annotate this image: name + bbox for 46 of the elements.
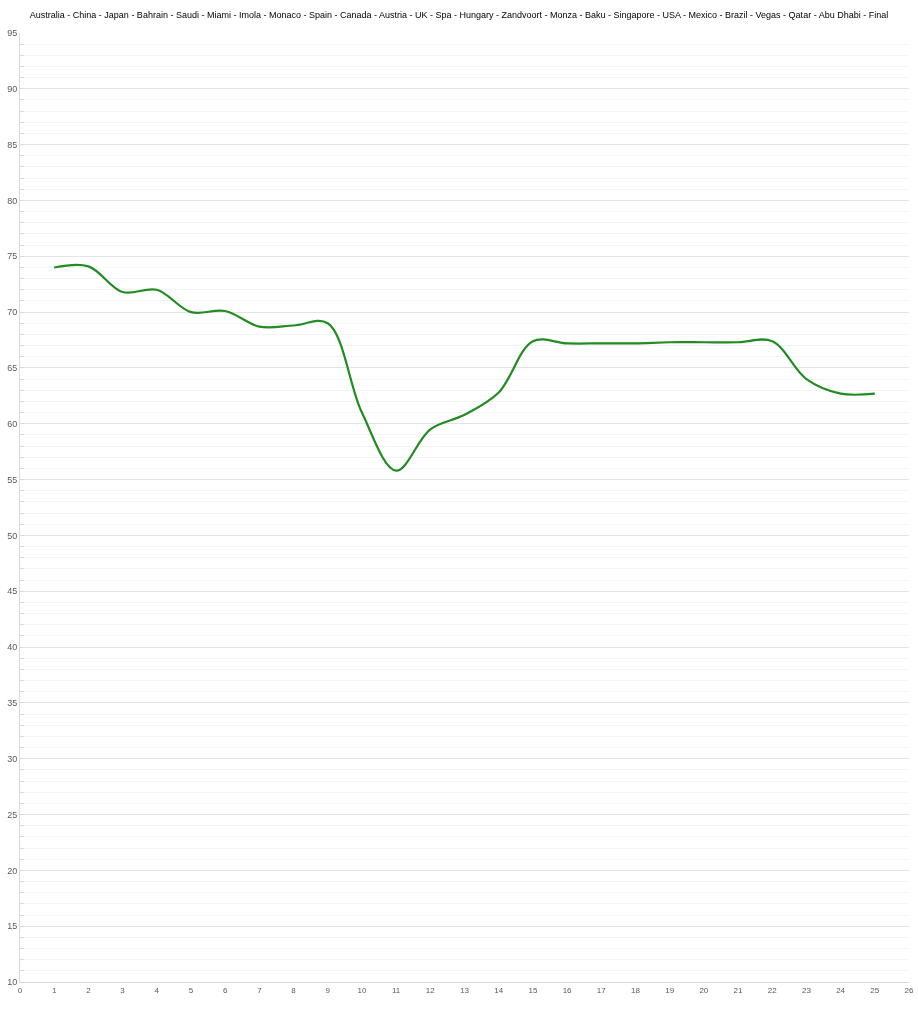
x-tick-label: 21 [733,985,744,995]
y-tick-label: 45 [7,586,18,597]
y-tick-label: 65 [7,363,18,374]
x-tick-label: 23 [801,985,812,995]
y-tick-label: 25 [7,809,18,820]
x-tick-label: 13 [460,985,470,995]
x-tick-label: 17 [596,985,607,995]
y-tick-label: 15 [7,921,18,932]
y-tick-label: 30 [7,753,18,764]
y-tick-label: 90 [7,83,18,94]
x-tick-label: 20 [699,985,709,995]
x-tick-label: 1 [51,985,57,995]
x-tick-label: 8 [291,985,297,995]
y-tick-label: 40 [7,642,18,653]
x-tick-label: 5 [188,985,194,995]
x-tick-label: 18 [631,985,641,995]
y-tick-label: 55 [7,474,18,485]
x-tick-label: 6 [222,985,228,995]
y-tick-label: 20 [7,865,18,876]
x-tick-label: 25 [870,985,880,995]
y-tick-label: 75 [7,251,18,262]
x-tick-label: 7 [257,985,263,995]
x-tick-label: 24 [836,985,846,995]
chart-title: Australia - China - Japan - Bahrain - Saudi - Miami - Imola - Monaco - Spain - Canada - Austria - UK - Spa - Hungary - Zandvoort - Monza - Baku - Singapore - USA - Mexico - Brazil - Vegas - Qatar - Abu Dhabi - Final [29,10,889,21]
x-tick-label: 12 [425,985,436,995]
x-tick-label: 3 [120,985,126,995]
x-tick-label: 9 [325,985,331,995]
y-tick-label: 10 [7,977,18,988]
x-tick-label: 10 [357,985,367,995]
y-tick-label: 80 [7,195,18,206]
x-tick-label: 0 [17,985,23,995]
x-tick-label: 2 [86,985,92,995]
y-tick-label: 60 [7,418,18,429]
x-tick-label: 15 [528,985,538,995]
y-tick-label: 35 [7,698,18,709]
x-tick-label: 26 [904,985,914,995]
x-tick-label: 19 [665,985,675,995]
x-tick-label: 22 [767,985,778,995]
x-tick-label: 11 [391,985,401,995]
y-tick-label: 70 [7,307,18,318]
y-tick-label: 95 [7,28,18,39]
y-tick-label: 50 [7,530,18,541]
x-tick-label: 14 [494,985,504,995]
y-tick-label: 85 [7,139,18,150]
x-tick-label: 16 [562,985,573,995]
x-tick-label: 4 [154,985,160,995]
